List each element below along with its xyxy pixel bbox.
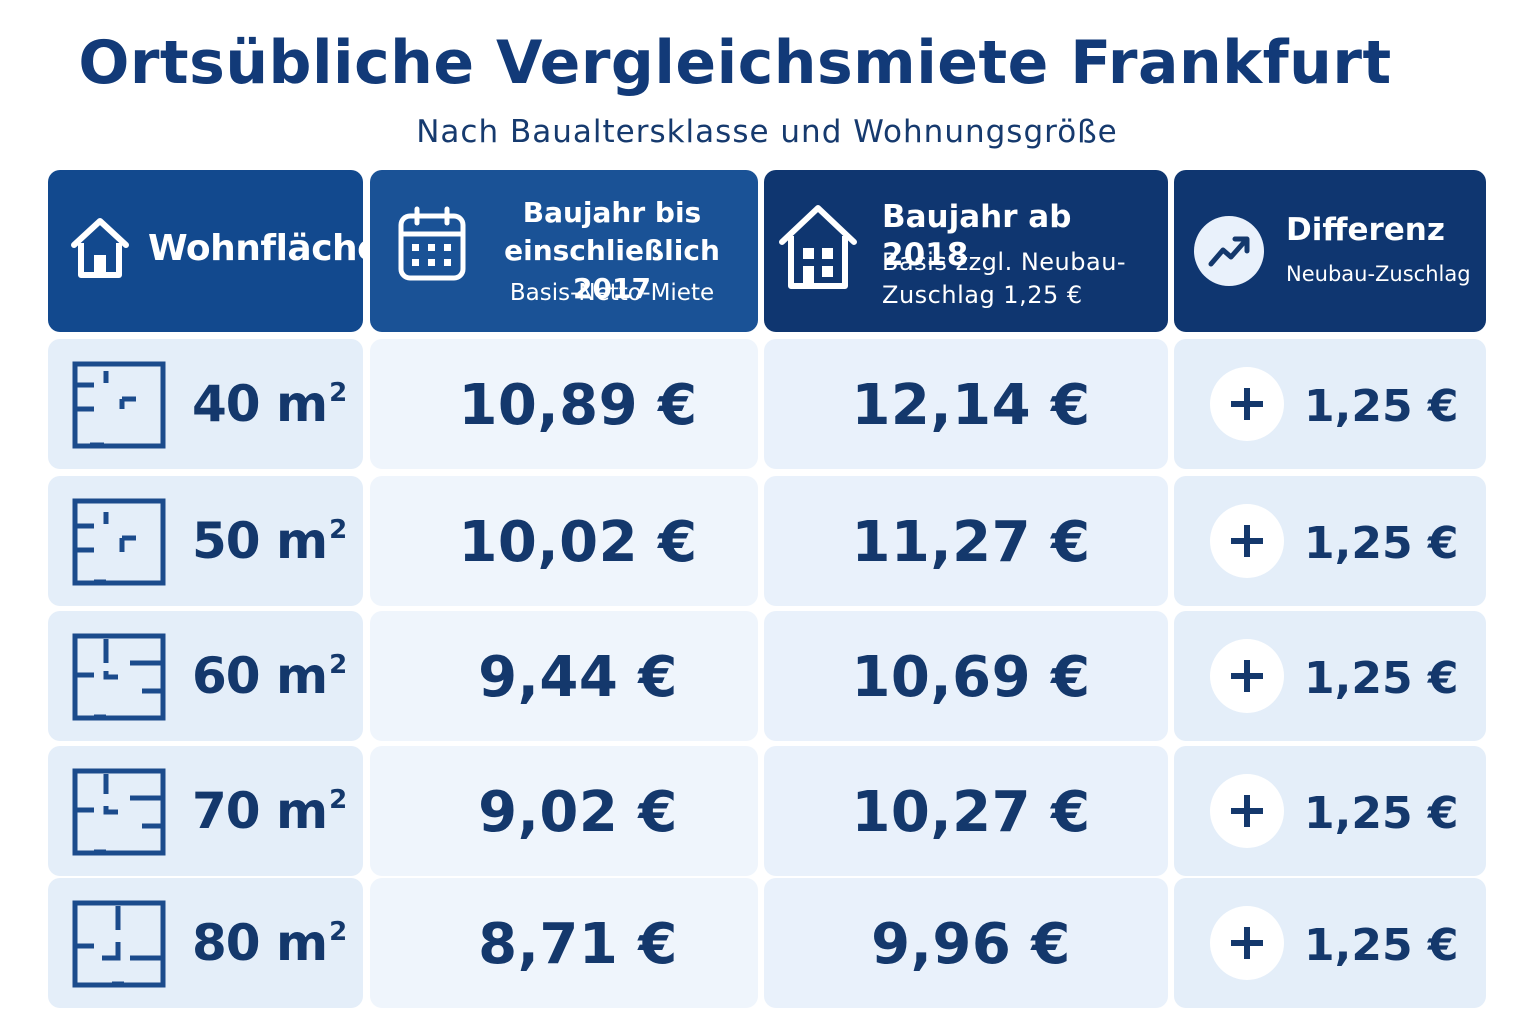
cell-ab-2018: 10,69 € <box>764 611 1168 741</box>
area-number: 50 <box>192 512 261 570</box>
area-value: 80 m2 <box>192 914 347 972</box>
cell-bis-2017: 9,44 € <box>370 611 758 741</box>
header-title: Baujahr ab 2018 <box>882 199 1072 273</box>
area-unit: m <box>276 375 328 433</box>
cell-wohnflaeche: 70 m2 <box>48 746 363 876</box>
floor-plan-icon <box>72 633 166 725</box>
area-unit-sup: 2 <box>329 650 347 680</box>
area-unit: m <box>276 914 328 972</box>
plus-icon <box>1210 906 1284 980</box>
area-unit-sup: 2 <box>329 378 347 408</box>
area-value: 70 m2 <box>192 782 347 840</box>
cell-ab-2018: 10,27 € <box>764 746 1168 876</box>
area-unit-sup: 2 <box>329 785 347 815</box>
area-number: 80 <box>192 914 261 972</box>
rent-value-bis-2017: 10,89 € <box>458 373 698 438</box>
area-unit: m <box>276 782 328 840</box>
header-subtitle-line2: Zuschlag 1,25 € <box>882 281 1083 309</box>
cell-differenz: 1,25 € <box>1174 339 1486 469</box>
rent-value-ab-2018: 10,69 € <box>851 645 1091 710</box>
header-title-line2: einschließlich 2017 <box>504 234 720 305</box>
header-title: Differenz <box>1286 212 1445 248</box>
header-subtitle-line1: Basis zzgl. Neubau- <box>882 248 1127 276</box>
cell-wohnflaeche: 50 m2 <box>48 476 363 606</box>
cell-wohnflaeche: 40 m2 <box>48 339 363 469</box>
diff-value: 1,25 € <box>1304 381 1459 432</box>
trend-up-icon <box>1194 216 1264 286</box>
cell-differenz: 1,25 € <box>1174 746 1486 876</box>
page-title: Ortsübliche Vergleichsmiete Frankfurt <box>78 28 1392 98</box>
rent-value-bis-2017: 9,02 € <box>478 780 678 845</box>
header-differenz: Differenz Neubau-Zuschlag <box>1174 170 1486 332</box>
diff-value: 1,25 € <box>1304 920 1459 971</box>
header-subtitle: Neubau-Zuschlag <box>1286 262 1471 286</box>
cell-ab-2018: 12,14 € <box>764 339 1168 469</box>
rent-value-ab-2018: 10,27 € <box>851 780 1091 845</box>
cell-wohnflaeche: 80 m2 <box>48 878 363 1008</box>
header-wohnflaeche: Wohnfläche <box>48 170 382 332</box>
cell-ab-2018: 9,96 € <box>764 878 1168 1008</box>
header-ab-2018: Baujahr ab 2018 Basis zzgl. Neubau- Zusc… <box>764 170 1168 332</box>
rent-value-ab-2018: 9,96 € <box>871 912 1071 977</box>
cell-differenz: 1,25 € <box>1174 476 1486 606</box>
rent-value-ab-2018: 12,14 € <box>851 373 1091 438</box>
header-label: Wohnfläche <box>148 228 382 269</box>
cell-bis-2017: 10,89 € <box>370 339 758 469</box>
diff-value: 1,25 € <box>1304 788 1459 839</box>
floor-plan-icon <box>72 498 166 590</box>
floor-plan-icon <box>72 900 166 992</box>
plus-icon <box>1210 367 1284 441</box>
cell-bis-2017: 10,02 € <box>370 476 758 606</box>
area-value: 40 m2 <box>192 375 347 433</box>
rent-value-bis-2017: 8,71 € <box>478 912 678 977</box>
cell-ab-2018: 11,27 € <box>764 476 1168 606</box>
area-unit: m <box>276 512 328 570</box>
area-unit-sup: 2 <box>329 917 347 947</box>
area-number: 60 <box>192 647 261 705</box>
area-unit-sup: 2 <box>329 515 347 545</box>
rent-value-bis-2017: 9,44 € <box>478 645 678 710</box>
cell-differenz: 1,25 € <box>1174 878 1486 1008</box>
plus-icon <box>1210 774 1284 848</box>
cell-bis-2017: 8,71 € <box>370 878 758 1008</box>
rent-value-ab-2018: 11,27 € <box>851 510 1091 575</box>
cell-bis-2017: 9,02 € <box>370 746 758 876</box>
header-subtitle: Basis zzgl. Neubau- Zuschlag 1,25 € <box>882 246 1167 312</box>
calendar-icon <box>397 206 467 282</box>
header-bis-2017: Baujahr bis einschließlich 2017 Basis-Ne… <box>370 170 758 332</box>
header-title-line1: Baujahr bis <box>522 196 702 229</box>
floor-plan-icon <box>72 361 166 453</box>
area-number: 40 <box>192 375 261 433</box>
area-number: 70 <box>192 782 261 840</box>
header-title: Baujahr bis einschließlich 2017 <box>466 194 758 308</box>
house-icon <box>70 217 130 281</box>
area-unit: m <box>276 647 328 705</box>
diff-value: 1,25 € <box>1304 653 1459 704</box>
header-subtitle: Basis-Netto-Miete <box>509 280 715 306</box>
area-value: 50 m2 <box>192 512 347 570</box>
page-subtitle: Nach Baualtersklasse und Wohnungsgröße <box>416 114 1118 150</box>
building-icon <box>778 202 858 292</box>
area-value: 60 m2 <box>192 647 347 705</box>
cell-wohnflaeche: 60 m2 <box>48 611 363 741</box>
plus-icon <box>1210 504 1284 578</box>
cell-differenz: 1,25 € <box>1174 611 1486 741</box>
floor-plan-icon <box>72 768 166 860</box>
plus-icon <box>1210 639 1284 713</box>
diff-value: 1,25 € <box>1304 518 1459 569</box>
rent-value-bis-2017: 10,02 € <box>458 510 698 575</box>
